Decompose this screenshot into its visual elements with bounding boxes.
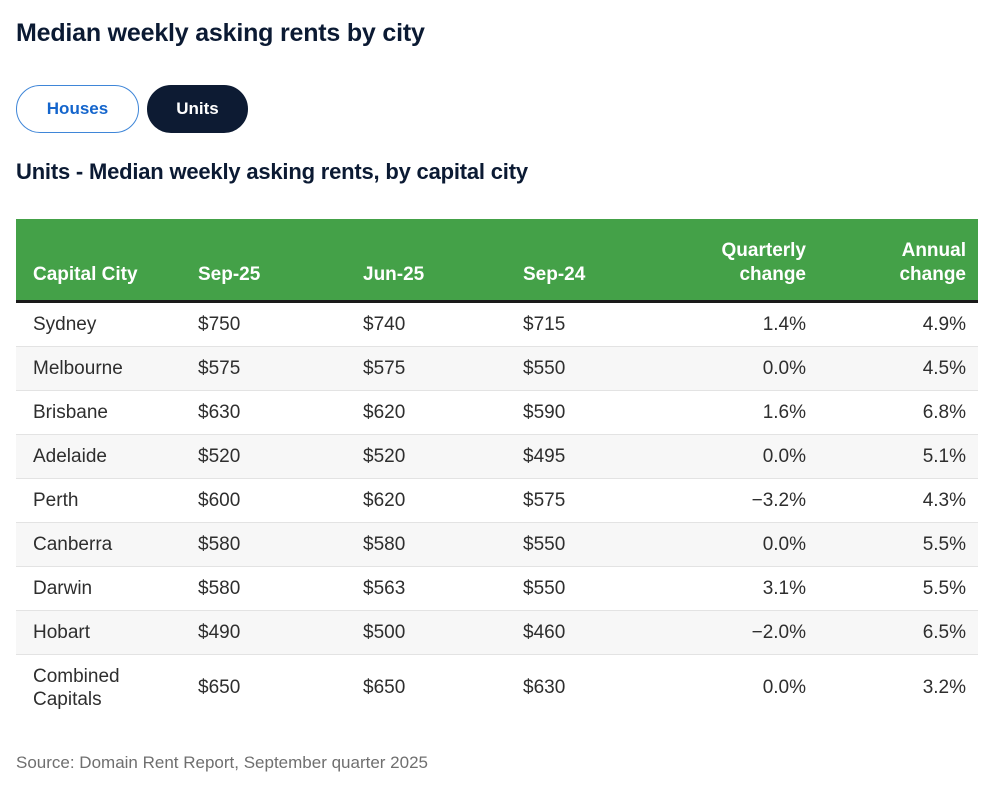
cell-quarterly-change: 1.6% [762, 401, 806, 423]
cell-jun25: $520 [363, 445, 406, 467]
column-header-sep24: Sep-24 [506, 219, 666, 301]
column-header-capital-city: Capital City [16, 219, 181, 301]
cell-jun25: $500 [363, 621, 406, 643]
cell-city: Darwin [33, 577, 93, 599]
cell-quarterly-change: 0.0% [762, 677, 806, 698]
rents-table: Capital City Sep-25 Jun-25 Sep-24 Quarte… [16, 219, 978, 721]
cell-city: Melbourne [33, 357, 123, 379]
cell-sep25: $630 [198, 401, 241, 423]
table-header: Capital City Sep-25 Jun-25 Sep-24 Quarte… [16, 219, 978, 301]
cell-sep24: $715 [523, 313, 566, 335]
cell-sep25: $580 [198, 577, 241, 599]
cell-quarterly-change: −3.2% [751, 489, 806, 511]
houses-toggle-button[interactable]: Houses [16, 85, 139, 133]
table-section-title: Units - Median weekly asking rents, by c… [16, 159, 528, 184]
cell-sep24: $630 [523, 677, 566, 698]
cell-sep24: $550 [523, 533, 566, 555]
cell-annual-change: 5.1% [922, 445, 966, 467]
cell-annual-change: 3.2% [922, 677, 966, 698]
table-row-sydney: Sydney $750 $740 $715 1.4% 4.9% [16, 301, 978, 346]
cell-annual-change: 6.5% [922, 621, 966, 643]
column-header-jun25: Jun-25 [346, 219, 506, 301]
column-header-quarterly-change: Quarterly change [666, 219, 818, 301]
cell-jun25: $650 [363, 677, 406, 698]
cell-annual-change: 4.3% [922, 489, 966, 511]
table-row-brisbane: Brisbane $630 $620 $590 1.6% 6.8% [16, 390, 978, 434]
cell-annual-change: 4.5% [922, 357, 966, 379]
column-header-quarterly-change-label: Quarterly change [721, 239, 806, 285]
page-title: Median weekly asking rents by city [16, 19, 425, 47]
table-row-adelaide: Adelaide $520 $520 $495 0.0% 5.1% [16, 434, 978, 478]
cell-jun25: $580 [363, 533, 406, 555]
table-row-melbourne: Melbourne $575 $575 $550 0.0% 4.5% [16, 346, 978, 390]
cell-jun25: $740 [363, 313, 406, 335]
cell-city: Adelaide [33, 445, 107, 467]
cell-jun25: $563 [363, 577, 406, 599]
column-header-sep25: Sep-25 [181, 219, 346, 301]
cell-jun25: $620 [363, 489, 406, 511]
cell-sep25: $650 [198, 677, 241, 698]
cell-sep24: $460 [523, 621, 566, 643]
cell-city: Canberra [33, 533, 113, 555]
cell-annual-change: 4.9% [922, 313, 966, 335]
cell-sep24: $550 [523, 357, 566, 379]
cell-jun25: $620 [363, 401, 406, 423]
table-row-hobart: Hobart $490 $500 $460 −2.0% 6.5% [16, 610, 978, 654]
source-attribution: Source: Domain Rent Report, September qu… [16, 752, 429, 772]
table-row-perth: Perth $600 $620 $575 −3.2% 4.3% [16, 478, 978, 522]
cell-sep24: $550 [523, 577, 566, 599]
cell-quarterly-change: 0.0% [762, 357, 806, 379]
cell-sep25: $750 [198, 313, 241, 335]
cell-sep25: $520 [198, 445, 241, 467]
table-row-darwin: Darwin $580 $563 $550 3.1% 5.5% [16, 566, 978, 610]
cell-sep25: $580 [198, 533, 241, 555]
cell-annual-change: 6.8% [922, 401, 966, 423]
cell-sep24: $590 [523, 401, 566, 423]
column-header-annual-change: Annual change [818, 219, 978, 301]
units-toggle-button[interactable]: Units [147, 85, 248, 133]
cell-city: Hobart [33, 621, 91, 643]
cell-city: Sydney [33, 313, 97, 335]
cell-quarterly-change: 0.0% [762, 445, 806, 467]
cell-sep24: $495 [523, 445, 566, 467]
cell-jun25: $575 [363, 357, 406, 379]
cell-quarterly-change: 3.1% [762, 577, 806, 599]
table-body: Sydney $750 $740 $715 1.4% 4.9% Melbourn… [16, 301, 978, 721]
cell-annual-change: 5.5% [922, 577, 966, 599]
cell-quarterly-change: 0.0% [762, 533, 806, 555]
column-header-annual-change-label: Annual change [899, 239, 966, 285]
cell-annual-change: 5.5% [922, 533, 966, 555]
cell-city: Combined Capitals [33, 665, 120, 710]
cell-city: Brisbane [33, 401, 108, 423]
cell-quarterly-change: −2.0% [751, 621, 806, 643]
cell-sep25: $575 [198, 357, 241, 379]
cell-sep25: $490 [198, 621, 241, 643]
cell-city: Perth [33, 489, 79, 511]
table-row-combined-capitals: Combined Capitals $650 $650 $630 0.0% 3.… [16, 654, 978, 721]
cell-sep25: $600 [198, 489, 241, 511]
cell-quarterly-change: 1.4% [762, 313, 806, 335]
property-type-toggle: Houses Units [16, 85, 983, 133]
cell-sep24: $575 [523, 489, 566, 511]
table-row-canberra: Canberra $580 $580 $550 0.0% 5.5% [16, 522, 978, 566]
